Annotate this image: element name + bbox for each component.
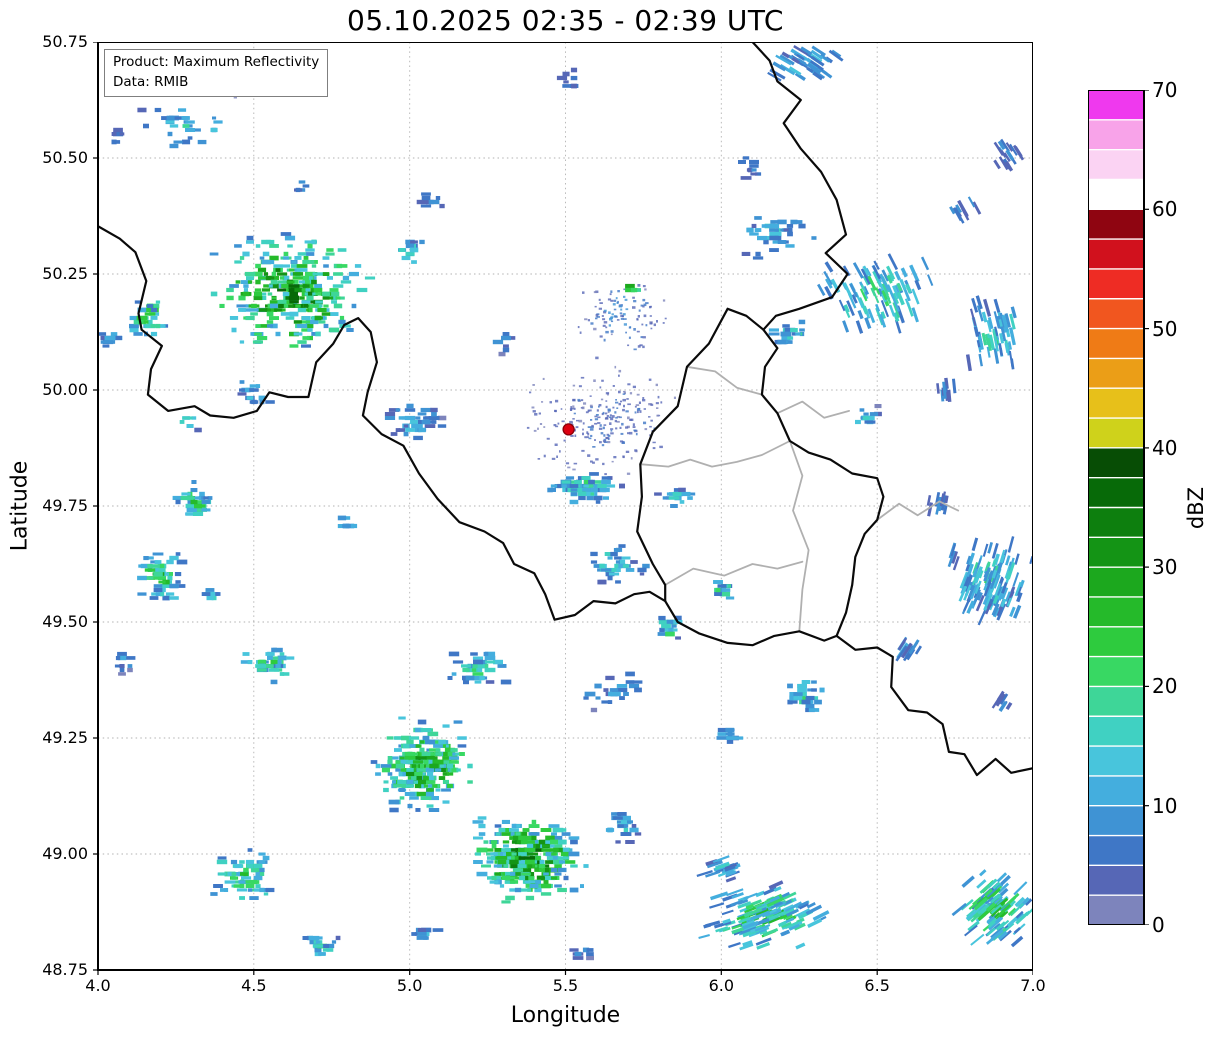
colorbar-tick-label: 20 (1152, 674, 1178, 699)
map-plot-area (93, 42, 1033, 975)
x-tick-label: 4.0 (85, 976, 111, 995)
x-tick-label: 6.5 (864, 976, 890, 995)
product-info-box: Product: Maximum Reflectivity Data: RMIB (104, 49, 329, 98)
colorbar-tick-label: 60 (1152, 197, 1178, 222)
data-source-label: Data: RMIB (113, 73, 189, 90)
x-tick-label: 5.0 (396, 976, 423, 995)
product-label: Product: Maximum Reflectivity (113, 54, 320, 70)
figure-title: 05.10.2025 02:35 - 02:39 UTC (347, 4, 784, 37)
x-tick-label: 4.5 (241, 976, 267, 995)
x-tick-label: 7.0 (1020, 976, 1046, 995)
colorbar-label: dBZ (1184, 486, 1208, 530)
y-tick-label: 49.50 (42, 612, 88, 631)
y-tick-label: 49.75 (42, 496, 88, 515)
y-tick-label: 50.75 (42, 32, 88, 51)
y-tick-label: 48.75 (42, 960, 88, 979)
x-axis-label: Longitude (510, 1003, 621, 1028)
x-tick-label: 6.0 (708, 976, 735, 995)
y-tick-label: 50.00 (42, 380, 88, 399)
colorbar-tick-label: 70 (1152, 78, 1178, 102)
y-tick-label: 49.00 (42, 844, 88, 863)
colorbar (1088, 90, 1149, 925)
y-tick-label: 50.50 (42, 148, 88, 167)
x-tick-label: 5.5 (552, 976, 579, 995)
colorbar-tick-label: 40 (1152, 435, 1178, 460)
colorbar-tick-label: 50 (1152, 316, 1178, 341)
colorbar-tick-label: 30 (1152, 555, 1178, 580)
colorbar-tick-label: 0 (1152, 913, 1165, 937)
radar-site-marker (562, 423, 575, 436)
y-axis-label: Latitude (7, 460, 33, 552)
y-tick-label: 49.25 (42, 728, 88, 747)
y-tick-label: 50.25 (42, 264, 88, 283)
colorbar-tick-label: 10 (1152, 793, 1178, 818)
